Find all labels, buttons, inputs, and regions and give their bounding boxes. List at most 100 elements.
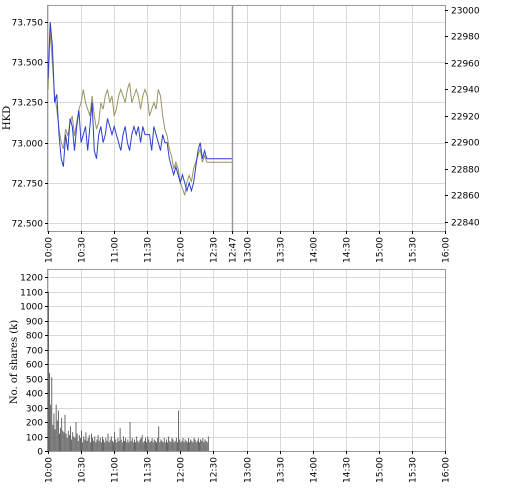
volume-bar	[91, 433, 92, 451]
index-y-tick-label: 22980	[451, 33, 480, 43]
volume-bar	[72, 432, 74, 451]
price-chart: 73.750 73.500 73.250 73.000 72.750 72.500 230…	[2, 5, 480, 263]
volume-y-tick-label: 0	[37, 448, 43, 458]
volume-bar	[117, 438, 119, 451]
volume-chart-frame	[47, 269, 446, 452]
volume-bar	[98, 440, 100, 451]
price-y-tick-label: 72.750	[12, 180, 44, 190]
price-y-axis: 73.750 73.500 73.250 73.000 72.750 72.500	[12, 19, 48, 230]
volume-bar	[206, 442, 208, 451]
volume-bar	[196, 440, 198, 451]
volume-bar	[166, 439, 167, 451]
price-y-tick-label: 73.750	[12, 19, 44, 29]
volume-bar	[186, 442, 188, 451]
volume-bar	[61, 417, 63, 451]
volume-x-tick-label: 11:30	[144, 457, 154, 483]
volume-bar	[150, 440, 152, 451]
volume-bar	[116, 442, 118, 451]
volume-bar	[179, 439, 181, 451]
volume-y-tick-label: 800	[26, 332, 43, 342]
volume-bar	[139, 439, 141, 451]
price-y-axis-label: HKD	[2, 106, 13, 130]
volume-y-tick-label: 400	[26, 390, 43, 400]
volume-y-tick-label: 1200	[20, 274, 43, 284]
volume-bar	[188, 438, 189, 451]
price-y-tick-label: 73.250	[12, 99, 44, 109]
volume-bar	[200, 439, 202, 451]
volume-x-tick-label: 14:00	[310, 457, 320, 483]
volume-bar	[50, 404, 52, 451]
volume-bar	[99, 438, 101, 451]
volume-bar	[49, 372, 50, 451]
volume-bar	[183, 442, 185, 451]
volume-bar	[193, 438, 195, 451]
volume-bar	[121, 442, 123, 451]
volume-bar	[148, 439, 150, 451]
volume-y-axis-label: No. of shares (k)	[9, 320, 20, 404]
price-series-line	[47, 22, 233, 193]
volume-bar	[81, 430, 82, 451]
volume-y-tick-label: 1000	[20, 303, 43, 313]
volume-bar	[60, 427, 62, 451]
index-y-tick-label: 22940	[451, 86, 480, 96]
volume-bar	[122, 436, 124, 451]
volume-bar	[207, 436, 209, 451]
price-x-tick-label: 12:47	[229, 237, 239, 263]
volume-bar	[77, 440, 79, 451]
volume-bar	[109, 439, 111, 451]
volume-x-tick-label: 16:00	[442, 457, 452, 483]
volume-bar	[94, 436, 96, 451]
volume-x-tick-label: 12:30	[210, 457, 220, 483]
volume-bar	[131, 438, 133, 451]
index-y-tick-label: 22900	[451, 139, 480, 149]
volume-chart-grid	[48, 270, 446, 452]
volume-x-tick-label: 10:00	[45, 457, 55, 483]
volume-bar	[79, 438, 81, 451]
index-y-tick-label: 22860	[451, 192, 480, 202]
volume-bar	[181, 440, 183, 451]
volume-bar	[114, 432, 116, 451]
volume-bar	[138, 442, 140, 451]
volume-bar	[132, 442, 134, 451]
volume-bar	[197, 438, 199, 451]
volume-bar	[153, 439, 155, 451]
volume-bar	[56, 420, 58, 451]
volume-bar	[161, 440, 163, 451]
volume-bar	[177, 442, 178, 451]
volume-bar	[87, 438, 89, 451]
volume-bar	[105, 438, 107, 451]
volume-bar	[157, 438, 159, 451]
volume-bar	[205, 440, 207, 451]
volume-bar	[141, 435, 143, 451]
volume-bar	[184, 439, 186, 451]
price-x-tick-label: 14:30	[343, 237, 353, 263]
volume-y-tick-label: 700	[26, 347, 43, 357]
volume-bar	[130, 440, 132, 451]
volume-bar	[136, 436, 138, 451]
volume-x-axis: 10:00 10:30 11:00 11:30 12:00 12:30 13:00 13:30…	[45, 451, 452, 483]
volume-bar	[84, 439, 86, 451]
volume-bar	[59, 433, 60, 451]
index-series-line	[47, 29, 233, 196]
volume-y-tick-label: 1100	[20, 289, 43, 299]
index-y-tick-label: 22920	[451, 113, 480, 123]
volume-bar	[55, 404, 57, 451]
volume-bar	[53, 413, 55, 451]
price-x-tick-label: 14:00	[310, 237, 320, 263]
price-x-tick-label: 11:00	[111, 237, 121, 263]
volume-bar	[142, 442, 144, 451]
volume-bar	[182, 438, 184, 451]
volume-bar	[129, 422, 131, 451]
volume-bar	[202, 438, 204, 451]
volume-bar	[154, 440, 156, 451]
volume-bar	[118, 440, 120, 451]
price-y-tick-label: 73.500	[12, 59, 44, 69]
volume-bar	[152, 442, 154, 451]
volume-bars	[48, 291, 209, 451]
volume-bar	[103, 439, 105, 451]
volume-bar	[173, 442, 175, 451]
volume-bar	[106, 440, 108, 451]
volume-bar	[85, 432, 87, 451]
